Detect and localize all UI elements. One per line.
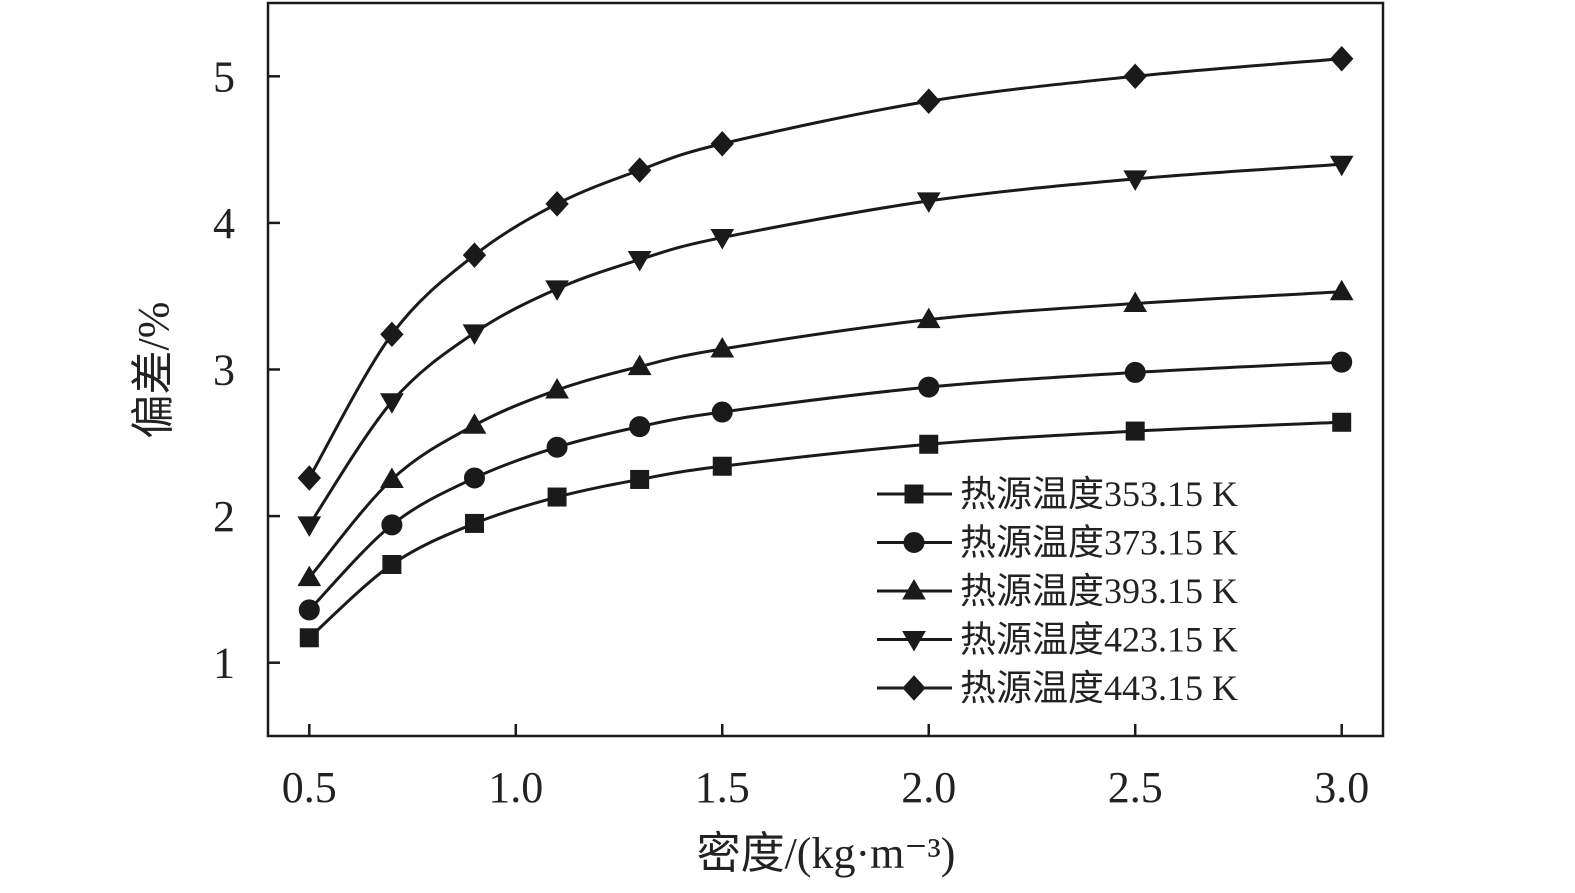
data-point: [629, 416, 651, 438]
data-point: [463, 467, 485, 489]
data-point: [297, 516, 322, 537]
legend-item: 热源温度443.15 K: [877, 668, 1238, 708]
data-point: [630, 469, 650, 489]
data-point: [917, 88, 941, 114]
data-point: [918, 376, 940, 398]
data-point: [299, 628, 319, 648]
legend-label: 热源温度423.15 K: [960, 620, 1238, 660]
data-point: [297, 465, 321, 491]
legend-marker: [902, 631, 926, 652]
series-3: [297, 279, 1354, 587]
data-point: [1123, 63, 1147, 90]
legend-marker: [902, 675, 926, 701]
data-point: [298, 599, 320, 621]
data-point: [462, 413, 487, 434]
data-point: [380, 321, 404, 348]
data-point: [710, 336, 735, 358]
x-axis-title: 密度/(kg·m⁻³): [697, 829, 956, 878]
data-point: [710, 130, 734, 157]
series-layer: [297, 45, 1354, 648]
series-2: [298, 351, 1353, 621]
data-point: [382, 554, 402, 574]
legend-item: 热源温度373.15 K: [877, 523, 1238, 563]
data-point: [1123, 291, 1148, 313]
data-point: [1123, 170, 1148, 191]
data-point: [547, 487, 567, 507]
data-point: [1329, 279, 1354, 301]
legend-item: 热源温度393.15 K: [877, 571, 1238, 611]
series-line: [308, 162, 1342, 526]
data-point: [381, 514, 403, 536]
data-point: [1330, 45, 1354, 72]
data-point: [297, 565, 322, 587]
legend-marker: [904, 484, 924, 504]
data-point: [916, 307, 941, 329]
legend-item: 热源温度423.15 K: [877, 620, 1238, 660]
legend-label: 热源温度443.15 K: [960, 668, 1238, 708]
data-point: [916, 192, 941, 213]
series-4: [297, 155, 1354, 537]
x-tick-label: 2.0: [901, 763, 956, 812]
data-point: [545, 378, 569, 399]
series-1: [299, 412, 1352, 648]
x-tick-label: 1.0: [488, 763, 543, 812]
data-point: [464, 513, 484, 533]
data-point: [1124, 361, 1146, 383]
y-tick-label: 5: [213, 52, 235, 101]
series-line: [307, 57, 1342, 479]
series-line: [308, 290, 1342, 579]
data-point: [627, 251, 652, 272]
y-axis-title: 偏差/%: [129, 302, 178, 439]
data-point: [627, 157, 652, 183]
data-point: [627, 354, 652, 376]
y-tick-label: 4: [213, 199, 235, 248]
data-point: [546, 436, 568, 458]
data-point: [1125, 421, 1145, 441]
y-tick-label: 1: [213, 639, 235, 688]
data-point: [710, 229, 735, 250]
legend-label: 热源温度393.15 K: [960, 571, 1238, 611]
series-5: [297, 45, 1354, 491]
data-point: [545, 280, 569, 301]
legend-label: 热源温度353.15 K: [960, 474, 1238, 514]
x-tick-label: 3.0: [1314, 763, 1369, 812]
data-point: [711, 401, 733, 423]
legend-label: 热源温度373.15 K: [960, 523, 1238, 563]
y-tick-label: 2: [213, 492, 235, 541]
data-point: [1329, 155, 1354, 177]
data-point: [1332, 412, 1352, 432]
x-tick-label: 0.5: [282, 763, 337, 812]
data-point: [919, 434, 939, 454]
legend-marker: [902, 579, 926, 600]
data-point: [545, 191, 569, 217]
legend-item: 热源温度353.15 K: [877, 474, 1238, 514]
x-tick-label: 2.5: [1108, 763, 1163, 812]
y-tick-label: 3: [213, 346, 235, 395]
data-point: [462, 242, 487, 268]
data-point: [462, 324, 487, 345]
data-point: [1331, 351, 1353, 373]
data-point: [380, 467, 404, 488]
legend: 热源温度353.15 K 热源温度373.15 K 热源温度393.15 K 热源温度…: [877, 474, 1238, 708]
axis-ticks: 0.5 1.0 1.5 2.0 2.5 3.0 1 2 3 4 5: [213, 52, 1369, 812]
legend-marker: [903, 532, 925, 553]
x-tick-label: 1.5: [695, 763, 750, 812]
data-point: [380, 393, 404, 414]
data-point: [712, 456, 732, 476]
